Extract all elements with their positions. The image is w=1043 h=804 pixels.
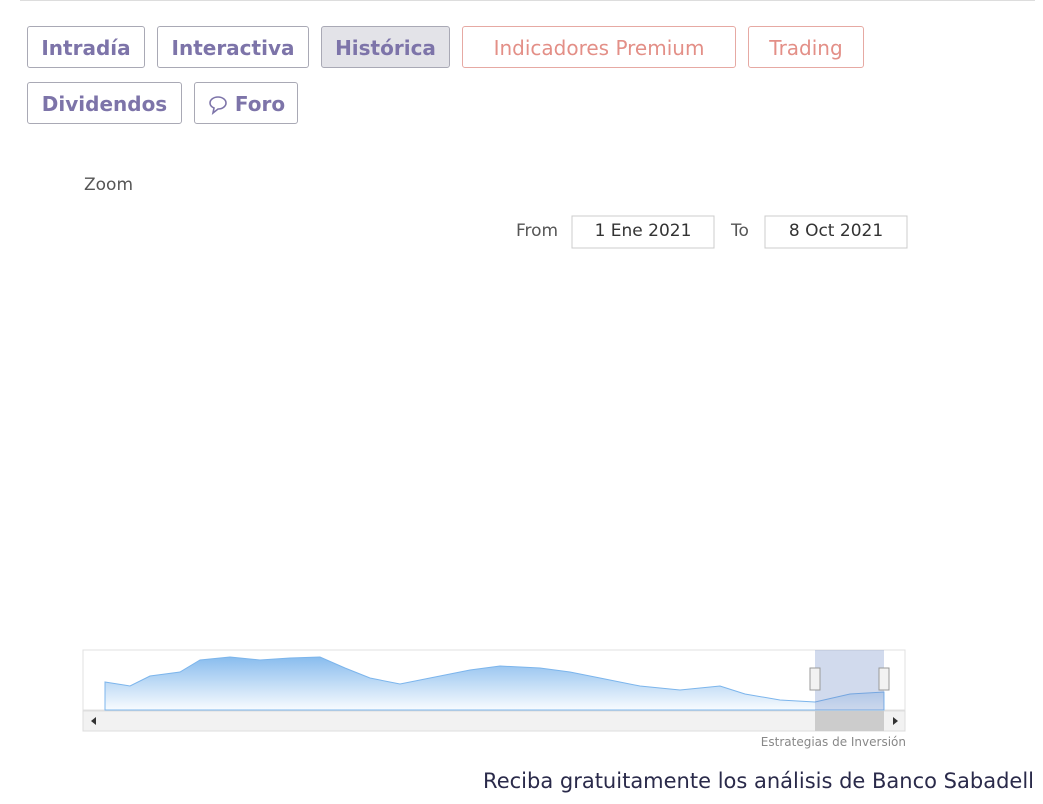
footer: Reciba gratuitamente los análisis de Ban… [483,769,1034,793]
tab[interactable]: Interactiva [157,26,309,68]
tab[interactable]: Histórica [321,26,450,68]
zoom-label: Zoom [84,175,133,195]
tab[interactable]: Intradía [27,26,145,68]
scrollbar-thumb[interactable] [815,711,884,731]
handle[interactable] [878,667,890,691]
from-input[interactable] [571,215,715,249]
to-label: To [730,221,749,241]
handle[interactable] [809,667,821,691]
navigator-area [104,656,885,711]
from-label: From [516,221,558,241]
tab-label: Foro [234,92,286,116]
chat-icon: 1W1M3M6MYTDAll0,30,40,50,60,7Resistencia… [209,96,227,115]
credit: Estrategias de Inversión [761,735,906,749]
top-rule [20,0,1035,1]
to-input[interactable] [764,215,908,249]
to-value: 8 Oct 2021 [789,221,883,241]
tab[interactable]: 1W1M3M6MYTDAll0,30,40,50,60,7Resistencia… [194,82,298,124]
scrollbar[interactable] [82,710,906,732]
tab[interactable]: Dividendos [27,82,182,124]
tab[interactable]: Indicadores Premium [462,26,736,68]
from-value: 1 Ene 2021 [595,221,692,241]
navigator-mask[interactable] [815,650,884,710]
tab[interactable]: Trading [748,26,864,68]
